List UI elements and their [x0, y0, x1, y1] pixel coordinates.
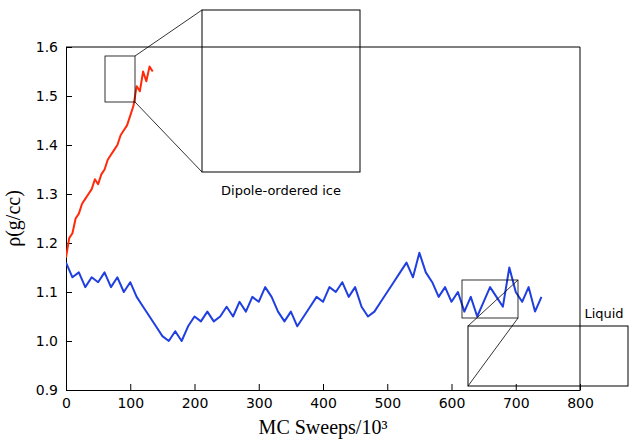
zoom-connector — [135, 10, 202, 56]
frame — [580, 47, 581, 390]
annotation: Liquid — [584, 306, 623, 321]
tick-label: 1.5 — [36, 88, 58, 104]
tick: 500 — [374, 384, 401, 411]
zoom-connector — [468, 318, 518, 386]
inset-frame — [468, 326, 628, 386]
tick-mark — [259, 384, 260, 390]
tick: 1.5 — [36, 88, 72, 104]
zoom-connector — [135, 102, 202, 172]
tick-label: 200 — [182, 395, 209, 411]
annotation: Dipole-ordered ice — [221, 183, 341, 198]
tick-label: 700 — [503, 395, 530, 411]
tick: 400 — [310, 384, 337, 411]
y-axis-title: ρ(g/cc) — [2, 190, 25, 247]
tick-mark — [387, 384, 388, 390]
tick-mark — [452, 384, 453, 390]
tick: 100 — [117, 384, 144, 411]
tick-label: 1.0 — [36, 333, 58, 349]
tick-mark — [130, 384, 131, 390]
tick-label: 1.3 — [36, 186, 58, 202]
tick-label: 1.4 — [36, 137, 58, 153]
inset-frame — [202, 10, 360, 172]
zoom-box — [462, 280, 518, 318]
tick: 1.3 — [36, 186, 72, 202]
tick: 1.1 — [36, 284, 72, 300]
zoom-connector — [468, 280, 518, 326]
insets: Dipole-ordered ice Liquid — [105, 10, 628, 386]
tick-label: 1.2 — [36, 235, 58, 251]
tick-mark — [66, 96, 72, 97]
tick-mark — [66, 145, 72, 146]
axis-line — [66, 48, 67, 391]
y-axis: 0.9 1.0 1.1 1.2 1.3 1.4 1.5 1.6 — [36, 39, 72, 398]
plot-area — [66, 67, 541, 341]
tick-label: 100 — [117, 395, 144, 411]
x-axis-title: MC Sweeps/10³ — [259, 416, 388, 439]
tick-label: 1.1 — [36, 284, 58, 300]
tick-label: 0 — [62, 395, 71, 411]
tick-label: 0.9 — [36, 382, 58, 398]
axis-line — [67, 390, 581, 391]
series-line — [66, 253, 541, 341]
zoom-box — [105, 56, 135, 102]
tick-mark — [66, 341, 72, 342]
tick: 0.9 — [36, 382, 72, 398]
tick-label: 300 — [246, 395, 273, 411]
tick-mark — [195, 384, 196, 390]
chart: 0 100 200 300 400 500 600 700 800 0.9 1.0 1.1 1.2 1.3… — [0, 0, 634, 442]
tick: 300 — [246, 384, 273, 411]
tick-mark — [66, 194, 72, 195]
tick-label: 1.6 — [36, 39, 58, 55]
tick: 1.4 — [36, 137, 72, 153]
tick-label: 400 — [310, 395, 337, 411]
tick: 700 — [503, 384, 530, 411]
frame — [66, 47, 580, 48]
tick: 200 — [182, 384, 209, 411]
series-line — [66, 67, 153, 258]
tick-mark — [516, 384, 517, 390]
tick: 600 — [439, 384, 466, 411]
tick-label: 600 — [439, 395, 466, 411]
tick-mark — [323, 384, 324, 390]
tick: 1.0 — [36, 333, 72, 349]
tick-label: 500 — [374, 395, 401, 411]
x-axis: 0 100 200 300 400 500 600 700 800 — [62, 384, 594, 411]
tick-label: 800 — [567, 395, 594, 411]
tick-mark — [66, 390, 72, 391]
tick-mark — [66, 292, 72, 293]
